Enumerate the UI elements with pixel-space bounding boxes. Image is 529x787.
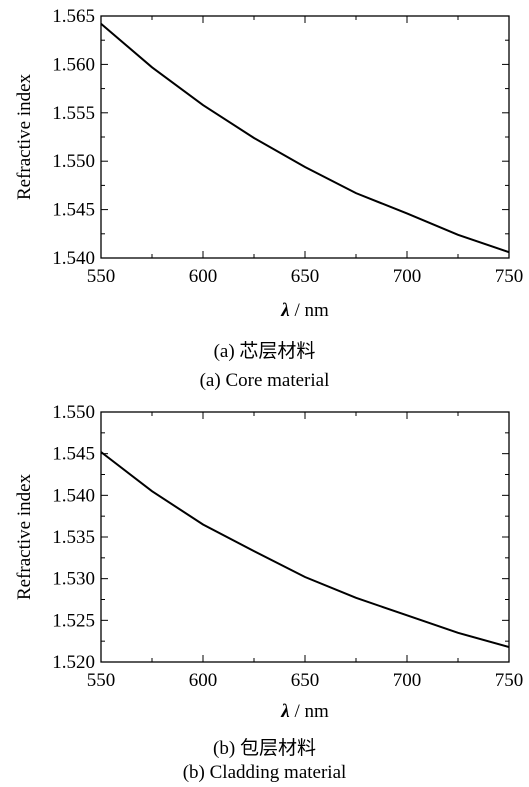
chart-a-x-tick-label: 600 [189,266,218,287]
chart-b-caption-en: (b) Cladding material [182,762,347,783]
chart-a-x-tick-label: 650 [291,266,320,287]
chart-a-y-tick-label: 1.550 [52,151,95,172]
chart-b-plot-frame [100,411,510,663]
chart-b-y-tick-label: 1.550 [52,402,95,423]
chart-b-y-tick-label: 1.545 [52,444,95,465]
chart-a-caption-cn: (a) 芯层材料 [213,341,316,362]
chart-b-x-tick-label: 700 [393,670,422,691]
chart-b-x-tick-label: 600 [189,670,218,691]
chart-b-x-tick-label: 650 [291,670,320,691]
chart-b-y-tick-label: 1.540 [52,485,95,506]
chart-a-y-tick-label: 1.545 [52,200,95,221]
chart-b-x-tick-label: 750 [495,670,524,691]
chart-b-y-tick-label: 1.535 [52,527,95,548]
chart-a-x-tick-label: 750 [495,266,524,287]
chart-b-x-axis-title: λ / nm [280,701,329,722]
chart-a-y-tick-label: 1.560 [52,54,95,75]
chart-b-y-tick-label: 1.530 [52,569,95,590]
chart-a-series-line [100,22,510,254]
chart-a-x-tick-label: 700 [393,266,422,287]
chart-a-plot-frame [100,15,510,259]
chart-a-x-axis-title: λ / nm [280,300,329,321]
chart-b-y-axis-title: Refractive index [14,473,35,600]
chart-a-y-axis-title: Refractive index [14,73,35,200]
chart-a-y-tick-label: 1.540 [52,248,95,269]
chart-b-y-tick-label: 1.525 [52,610,95,631]
chart-b-series-line [100,451,510,648]
chart-a-caption-en: (a) Core material [199,370,330,391]
chart-a-y-tick-label: 1.565 [52,6,95,27]
chart-b-caption-cn: (b) 包层材料 [213,738,316,759]
chart-a-x-tick-label: 550 [87,266,116,287]
chart-b-y-tick-label: 1.520 [52,652,95,673]
chart-a-y-tick-label: 1.555 [52,103,95,124]
chart-b-x-tick-label: 550 [87,670,116,691]
